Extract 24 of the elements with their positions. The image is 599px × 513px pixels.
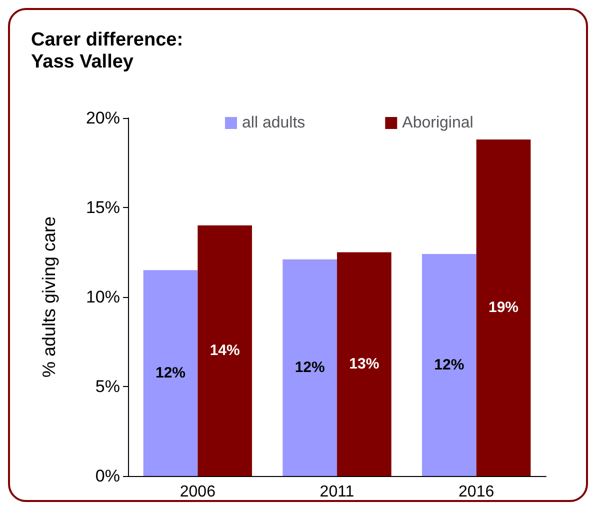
- bar: [198, 225, 252, 476]
- bar: [282, 259, 337, 476]
- x-tick-label: 2011: [320, 484, 354, 500]
- data-label: 14%: [210, 342, 240, 360]
- bar: [143, 270, 198, 476]
- data-label: 19%: [488, 299, 519, 316]
- bar: [476, 139, 531, 476]
- data-label: 13%: [349, 356, 380, 373]
- y-tick-label: 0%: [95, 466, 120, 486]
- y-axis-title: % adults giving care: [39, 216, 59, 378]
- legend-label: all adults: [242, 114, 306, 132]
- x-tick-label: 2016: [458, 484, 494, 500]
- legend-label: Aboriginal: [402, 114, 474, 132]
- bar: [422, 254, 476, 476]
- y-tick-label: 10%: [86, 288, 120, 306]
- y-tick-label: 15%: [86, 198, 120, 217]
- data-label: 12%: [434, 356, 464, 374]
- y-tick-label: 5%: [95, 377, 120, 396]
- bar: [337, 252, 392, 476]
- data-label: 12%: [155, 364, 186, 382]
- data-label: 12%: [294, 359, 325, 376]
- y-tick-label: 20%: [86, 108, 120, 128]
- x-tick-label: 2006: [180, 484, 216, 500]
- chart-title: Carer difference: Yass Valley: [31, 30, 184, 72]
